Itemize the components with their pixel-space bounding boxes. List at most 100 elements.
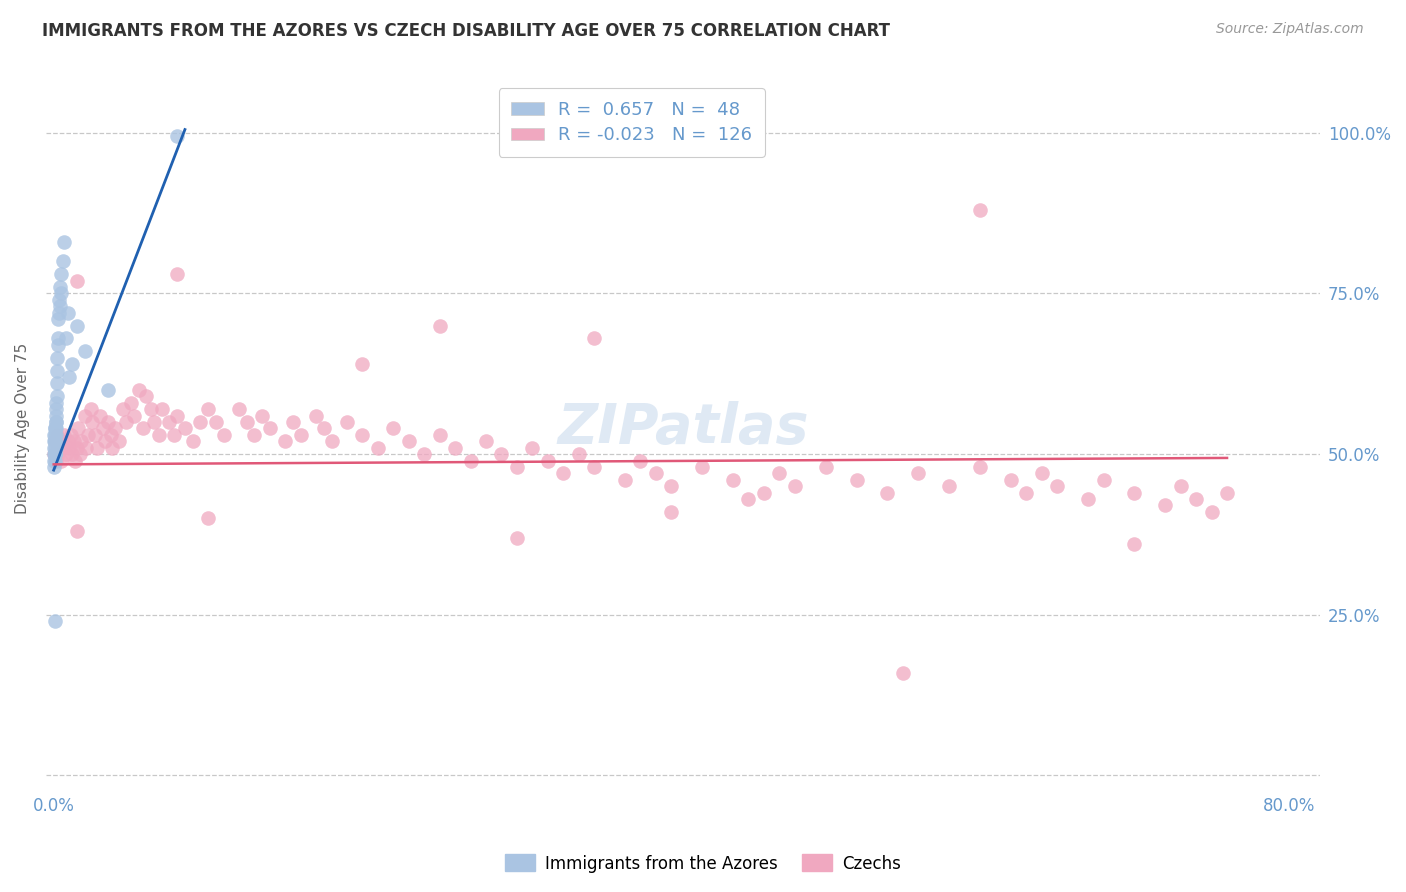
- Point: [460, 453, 482, 467]
- Point: [1077, 491, 1099, 506]
- Point: [46, 338, 69, 352]
- Point: [97, 383, 120, 397]
- Point: [45, 415, 67, 429]
- Point: [444, 441, 467, 455]
- Point: [1046, 479, 1069, 493]
- Point: [613, 473, 636, 487]
- Point: [305, 409, 328, 423]
- Point: [181, 434, 204, 449]
- Point: [128, 383, 150, 397]
- Point: [59, 427, 82, 442]
- Point: [522, 441, 544, 455]
- Point: [259, 421, 281, 435]
- Point: [243, 427, 266, 442]
- Point: [42, 447, 65, 461]
- Point: [52, 441, 75, 455]
- Point: [659, 505, 682, 519]
- Point: [67, 421, 90, 435]
- Point: [429, 318, 451, 333]
- Point: [506, 531, 529, 545]
- Point: [101, 441, 124, 455]
- Point: [46, 363, 69, 377]
- Point: [1031, 467, 1053, 481]
- Point: [783, 479, 806, 493]
- Point: [73, 344, 96, 359]
- Point: [44, 427, 66, 442]
- Point: [112, 402, 135, 417]
- Point: [752, 485, 775, 500]
- Point: [413, 447, 436, 461]
- Point: [235, 415, 257, 429]
- Text: ZIPatlas: ZIPatlas: [557, 401, 808, 456]
- Point: [1015, 485, 1038, 500]
- Point: [969, 202, 991, 217]
- Point: [506, 459, 529, 474]
- Point: [44, 434, 66, 449]
- Point: [45, 441, 67, 455]
- Point: [73, 409, 96, 423]
- Point: [66, 441, 89, 455]
- Point: [166, 409, 188, 423]
- Point: [190, 415, 212, 429]
- Point: [44, 421, 66, 435]
- Point: [51, 267, 73, 281]
- Point: [66, 524, 89, 539]
- Point: [690, 459, 713, 474]
- Point: [49, 299, 72, 313]
- Point: [204, 415, 226, 429]
- Point: [62, 434, 84, 449]
- Point: [1154, 499, 1177, 513]
- Point: [537, 453, 560, 467]
- Point: [60, 357, 83, 371]
- Point: [44, 447, 66, 461]
- Point: [93, 434, 115, 449]
- Point: [66, 274, 89, 288]
- Point: [45, 409, 67, 423]
- Point: [86, 441, 108, 455]
- Point: [120, 395, 142, 409]
- Point: [1123, 537, 1146, 551]
- Point: [876, 485, 898, 500]
- Point: [97, 415, 120, 429]
- Point: [53, 427, 76, 442]
- Point: [46, 441, 69, 455]
- Point: [274, 434, 297, 449]
- Point: [49, 280, 72, 294]
- Point: [76, 427, 98, 442]
- Point: [122, 409, 145, 423]
- Point: [53, 235, 76, 249]
- Point: [44, 434, 66, 449]
- Point: [69, 447, 91, 461]
- Point: [52, 254, 75, 268]
- Point: [553, 467, 575, 481]
- Point: [44, 447, 66, 461]
- Point: [70, 434, 93, 449]
- Point: [45, 427, 67, 442]
- Point: [44, 434, 66, 449]
- Point: [66, 318, 89, 333]
- Point: [44, 434, 66, 449]
- Text: IMMIGRANTS FROM THE AZORES VS CZECH DISABILITY AGE OVER 75 CORRELATION CHART: IMMIGRANTS FROM THE AZORES VS CZECH DISA…: [42, 22, 890, 40]
- Point: [132, 421, 155, 435]
- Legend: R =  0.657   N =  48, R = -0.023   N =  126: R = 0.657 N = 48, R = -0.023 N = 126: [499, 88, 765, 157]
- Point: [80, 402, 103, 417]
- Point: [44, 441, 66, 455]
- Point: [91, 421, 114, 435]
- Point: [568, 447, 591, 461]
- Text: Source: ZipAtlas.com: Source: ZipAtlas.com: [1216, 22, 1364, 37]
- Point: [139, 402, 162, 417]
- Point: [44, 447, 66, 461]
- Point: [135, 389, 157, 403]
- Point: [56, 434, 79, 449]
- Point: [45, 453, 67, 467]
- Point: [163, 427, 186, 442]
- Point: [44, 459, 66, 474]
- Point: [46, 331, 69, 345]
- Point: [312, 421, 335, 435]
- Point: [491, 447, 513, 461]
- Point: [60, 447, 83, 461]
- Point: [44, 441, 66, 455]
- Point: [148, 427, 170, 442]
- Point: [44, 614, 66, 628]
- Point: [583, 459, 606, 474]
